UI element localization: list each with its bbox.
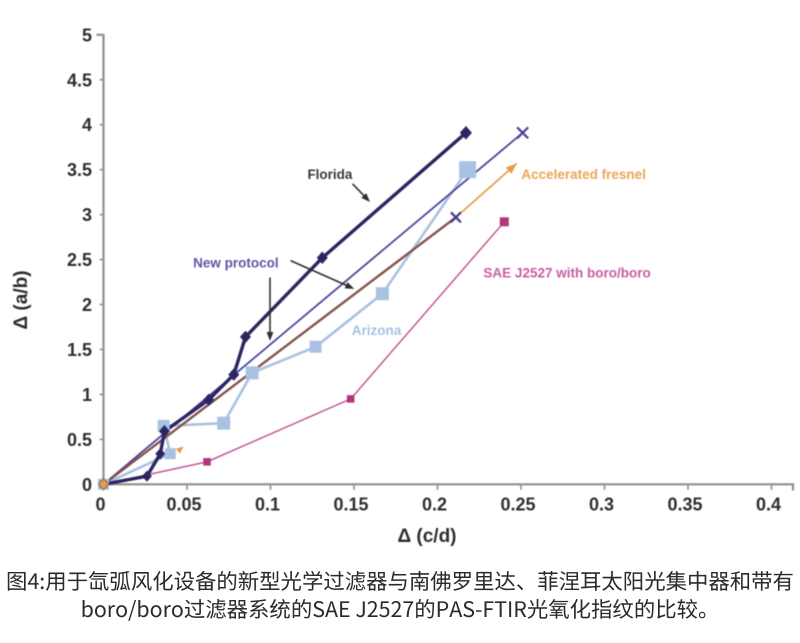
new-protocol-arrow-down-head [266,331,274,341]
series-marker-florida [316,251,328,264]
x-axis-title: Δ (c/d) [397,526,456,547]
series-marker-sae-j2527-with-boro-boro [499,217,509,227]
series-marker-accelerated-fresnel [98,478,109,490]
y-tick-label: 3.5 [67,160,92,180]
x-tick-label: 0.15 [333,495,368,515]
new-protocol-arrow-diagonal-head [344,282,355,289]
new-protocol-arrow-diagonal-line [290,259,349,287]
y-tick-label: 0.5 [67,430,92,450]
series-marker-sae-j2527-with-boro-boro [346,395,355,403]
series-marker-florida [239,330,251,344]
y-tick-label: 1 [82,385,92,405]
series-marker-florida [155,448,166,460]
series-marker-arizona [217,416,231,430]
x-tick-label: 0.2 [422,495,447,515]
x-tick-label: 0.35 [667,495,702,515]
series-label-new-protocol: New protocol [193,256,279,271]
series-marker-accelerated-fresnel [505,163,517,174]
series-marker-new-protocol [516,126,529,140]
y-tick-label: 2 [82,295,92,315]
x-tick-label: 0.3 [589,495,614,515]
florida-arrow-head [361,193,371,203]
y-tick-label: 3 [82,205,92,225]
caption-line-2: boro/boro过滤器系统的SAE J2527的PAS-FTIR光氧化指纹的比… [80,593,720,624]
chart-canvas: 0 0.05 0.1 0.15 0.2 0.25 0.3 0.35 0.4 0 0.5 1 1.5 2 2.… [11,25,795,547]
series-marker-florida [459,125,472,140]
figure-caption: 图4:用于氙弧风化设备的新型光学过滤器与南佛罗里达、菲涅耳太阳光集中器和带有 b… [0,567,800,623]
series-label-accelerated-fresnel: Accelerated fresnel [521,167,646,182]
x-tick-label: 0 [95,495,105,515]
series-marker-arizona [375,287,389,301]
y-tick-label: 1.5 [67,340,92,360]
x-tick-label: 0.25 [500,495,535,515]
x-tick-label: 0.4 [756,495,781,515]
x-tick-label: 0.1 [255,495,280,515]
series-label-arizona: Arizona [352,323,402,338]
caption-line-1: 图4:用于氙弧风化设备的新型光学过滤器与南佛罗里达、菲涅耳太阳光集中器和带有 [6,565,794,596]
series-marker-florida [141,470,152,482]
series-label-florida: Florida [307,167,352,182]
series-marker-new-protocol-run-2- [450,211,462,224]
y-tick-label: 2.5 [67,250,92,270]
series-marker-accelerated-fresnel-extra [175,446,184,454]
series-marker-arizona [309,340,322,353]
series-marker-sae-j2527-with-boro-boro [203,458,211,466]
y-tick-label: 4.5 [67,70,92,90]
series-label-sae-j2527-with-boro-boro: SAE J2527 with boro/boro [483,266,650,281]
series-marker-arizona [164,448,176,460]
series-marker-florida [158,425,170,438]
series-marker-florida [228,368,240,381]
florida-arrow-line [351,183,366,198]
y-tick-label: 5 [82,25,92,45]
series-line-sae-j2527-with-boro-boro [103,221,505,485]
series-marker-florida [203,393,215,406]
series-line-new-protocol-run-2- [102,216,457,486]
y-axis-title: Δ (a/b) [11,270,32,329]
x-tick-label: 0.05 [166,495,201,515]
y-tick-label: 0 [82,475,92,495]
series-marker-arizona [459,161,477,179]
y-tick-label: 4 [82,115,92,135]
series-marker-arizona [245,366,259,380]
